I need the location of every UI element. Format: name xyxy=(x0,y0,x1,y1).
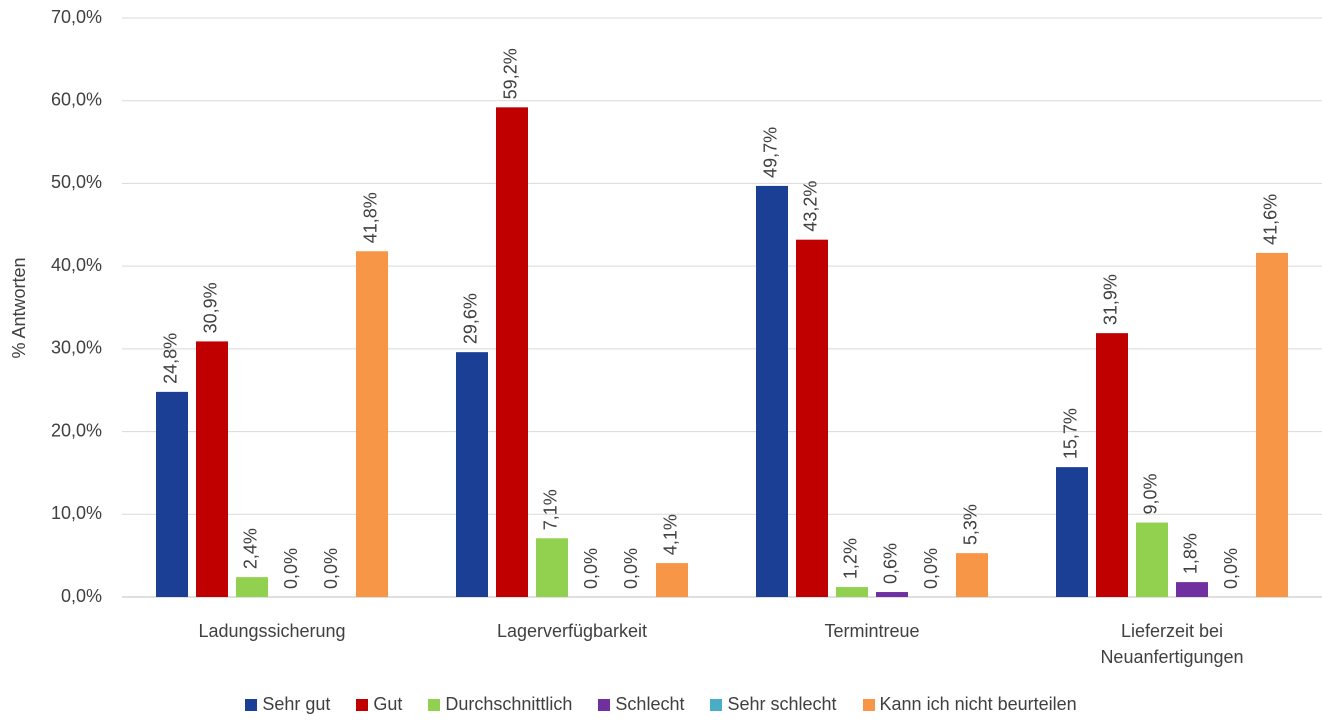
bar xyxy=(1136,522,1168,597)
legend-item: Kann ich nicht beurteilen xyxy=(862,694,1077,715)
legend-label: Sehr gut xyxy=(262,694,331,714)
bar xyxy=(536,538,568,597)
bar xyxy=(756,185,788,597)
bar xyxy=(456,352,488,597)
bar xyxy=(1256,252,1288,597)
legend-swatch xyxy=(710,698,723,711)
x-tick-label: Lagerverfügbarkeit xyxy=(496,621,648,641)
y-tick-label: 10,0% xyxy=(51,503,102,523)
bar xyxy=(796,239,828,597)
legend-item: Durchschnittlich xyxy=(428,694,572,715)
value-label: 31,9% xyxy=(1101,274,1121,325)
bar xyxy=(196,341,228,597)
value-label: 43,2% xyxy=(801,181,821,232)
value-label: 29,6% xyxy=(461,293,481,344)
bar xyxy=(876,592,908,597)
legend-label: Sehr schlecht xyxy=(727,694,837,714)
y-tick-label: 30,0% xyxy=(51,338,102,358)
value-label: 24,8% xyxy=(161,333,181,384)
bar xyxy=(836,587,868,597)
value-label: 9,0% xyxy=(1141,474,1161,515)
value-label: 15,7% xyxy=(1061,408,1081,459)
legend-item: Schlecht xyxy=(598,694,684,715)
legend-swatch xyxy=(598,698,611,711)
y-axis-label: % Antworten xyxy=(9,257,29,358)
value-label: 2,4% xyxy=(241,528,261,569)
bar xyxy=(496,107,528,598)
value-label: 7,1% xyxy=(541,489,561,530)
bar xyxy=(1176,582,1208,597)
value-label: 0,0% xyxy=(921,548,941,589)
legend-swatch xyxy=(245,698,258,711)
y-tick-label: 60,0% xyxy=(51,89,102,109)
value-label: 0,6% xyxy=(881,543,901,584)
bar xyxy=(656,563,688,597)
legend-item: Gut xyxy=(356,694,402,715)
legend-item: Sehr gut xyxy=(245,694,330,715)
legend: Sehr gut Gut Durchschnittlich Schlecht Sehr … xyxy=(0,694,1322,715)
value-label: 4,1% xyxy=(661,514,681,555)
chart: % Antworten 0,0% 10,0% 20,0% 30,0% 40,0% 50,0… xyxy=(9,7,1322,606)
legend-label: Kann ich nicht beurteilen xyxy=(879,694,1077,714)
value-label: 0,0% xyxy=(1221,548,1241,589)
bar xyxy=(1096,333,1128,597)
x-tick-label: Termintreue xyxy=(824,621,920,641)
value-label: 0,0% xyxy=(281,548,301,589)
legend-label: Gut xyxy=(373,694,403,714)
value-label: 0,0% xyxy=(581,548,601,589)
value-label: 30,9% xyxy=(201,282,221,333)
y-tick-label: 70,0% xyxy=(51,7,102,27)
x-tick-label: Lieferzeit bei Neuanfertigungen xyxy=(1100,621,1244,667)
bar xyxy=(236,577,268,597)
y-tick-label: 40,0% xyxy=(51,255,102,275)
value-label: 0,0% xyxy=(621,548,641,589)
legend-item: Sehr schlecht xyxy=(710,694,837,715)
legend-label: Schlecht xyxy=(615,694,685,714)
bar xyxy=(1056,467,1088,597)
legend-swatch xyxy=(428,698,441,711)
value-label: 59,2% xyxy=(501,48,521,99)
bar xyxy=(356,251,388,598)
bar xyxy=(156,391,188,597)
value-label: 41,8% xyxy=(361,192,381,243)
legend-swatch xyxy=(356,698,369,711)
legend-label: Durchschnittlich xyxy=(445,694,573,714)
y-tick-label: 50,0% xyxy=(51,172,102,192)
legend-swatch xyxy=(862,698,875,711)
value-label: 41,6% xyxy=(1261,194,1281,245)
x-tick-label: Ladungssicherung xyxy=(198,621,346,641)
y-tick-label: 0,0% xyxy=(61,586,102,606)
value-label: 1,2% xyxy=(841,538,861,579)
value-label: 0,0% xyxy=(321,548,341,589)
bar xyxy=(956,553,988,597)
value-label: 1,8% xyxy=(1181,533,1201,574)
value-label: 5,3% xyxy=(961,504,981,545)
y-tick-label: 20,0% xyxy=(51,420,102,440)
value-label: 49,7% xyxy=(761,127,781,178)
